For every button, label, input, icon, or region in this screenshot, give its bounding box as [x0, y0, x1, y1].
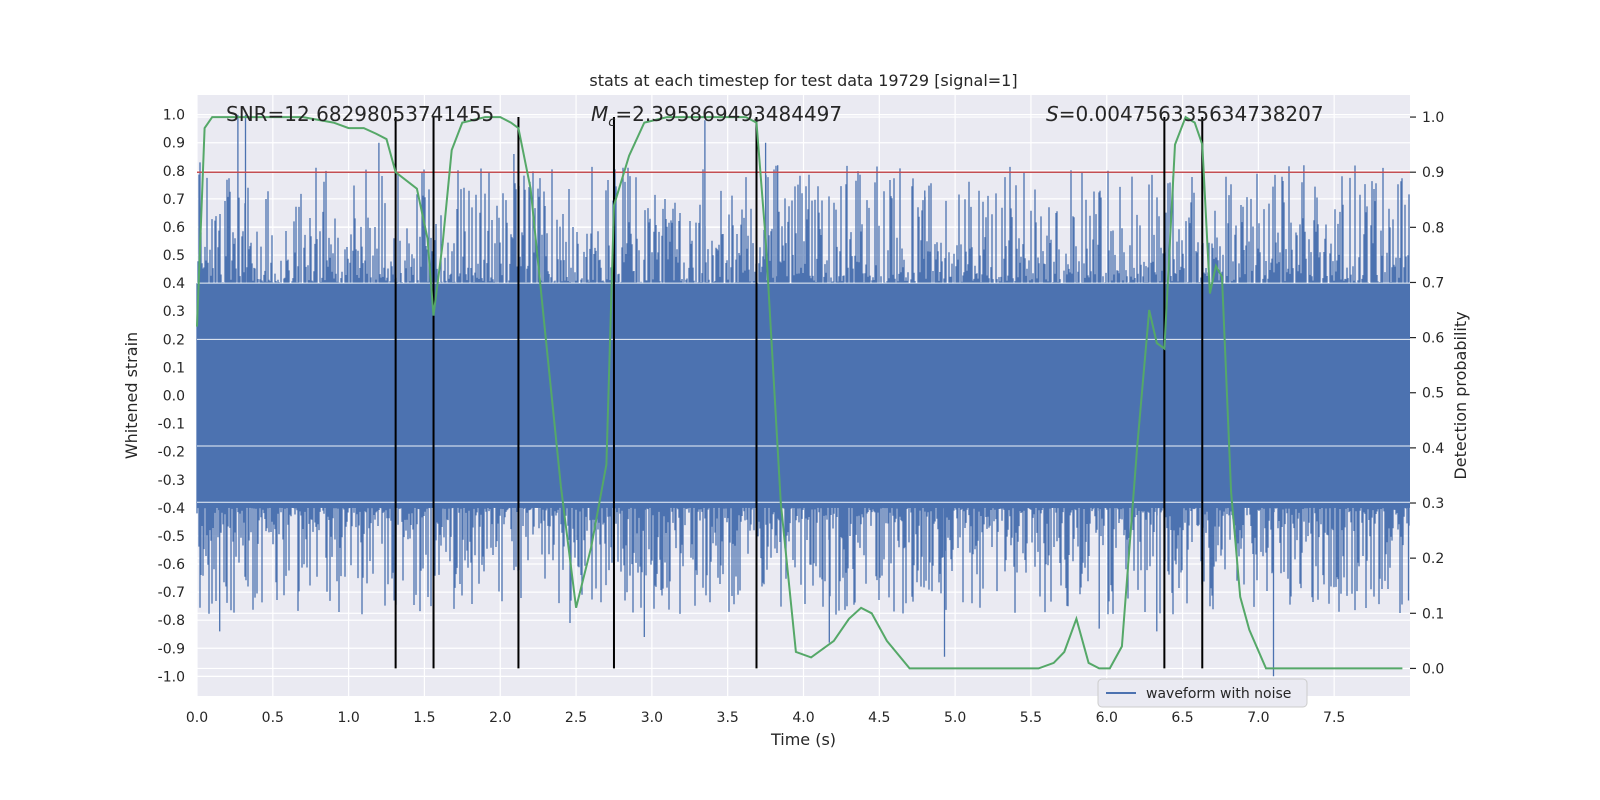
y-left-tick-label: 0.8 — [163, 164, 185, 180]
chirp-mass-value: =2.395869493484497 — [615, 102, 842, 126]
y-left-tick-label: 0.5 — [163, 248, 185, 264]
y-left-tick-label: -0.3 — [158, 473, 185, 489]
probability-line — [196, 115, 1403, 670]
x-tick-label: 2.5 — [565, 710, 587, 726]
y-left-tick-label: 0.9 — [163, 136, 185, 152]
legend: waveform with noise — [1097, 678, 1308, 708]
y-right-tick-label: 0.9 — [1422, 165, 1444, 181]
chart-title: stats at each timestep for test data 197… — [589, 71, 1017, 90]
x-tick-label: 6.5 — [1171, 710, 1193, 726]
x-tick-label: 0.0 — [186, 710, 208, 726]
y-left-tick-label: -0.5 — [158, 529, 185, 545]
x-tick-label: 3.0 — [641, 710, 663, 726]
y-right-tick-label: 0.5 — [1422, 386, 1444, 402]
y-right-tick-label: 0.2 — [1422, 551, 1444, 567]
y-left-tick-label: -0.2 — [158, 445, 185, 461]
y-left-tick-label: 0.4 — [163, 276, 185, 292]
x-tick-label: 7.5 — [1323, 710, 1345, 726]
x-tick-label: 4.0 — [792, 710, 814, 726]
y-right-tick-label: 0.7 — [1422, 275, 1444, 291]
x-axis-label: Time (s) — [770, 730, 836, 749]
chirp-mass-subscript: c — [608, 115, 615, 130]
y-right-tick-label: 1.0 — [1422, 110, 1444, 126]
x-tick-label: 3.5 — [717, 710, 739, 726]
chirp-mass-symbol: M — [591, 102, 608, 126]
y-left-tick-label: -0.4 — [158, 501, 185, 517]
legend-label: waveform with noise — [1146, 686, 1291, 702]
y-left-tick-label: -0.1 — [158, 417, 185, 433]
x-tick-label: 5.0 — [944, 710, 966, 726]
x-tick-label: 1.5 — [413, 710, 435, 726]
x-tick-label: 0.5 — [262, 710, 284, 726]
y-left-tick-label: 0.6 — [163, 220, 185, 236]
y-left-axis-ticks: 1.0 0.9 0.8 0.7 0.6 0.5 0.4 0.3 0.2 0.1 0.0 -0.1 -0.… — [158, 108, 185, 686]
waveform-spikes — [196, 114, 1410, 677]
y-left-tick-label: 1.0 — [163, 108, 185, 124]
y-left-tick-label: 0.0 — [163, 389, 185, 405]
x-tick-label: 5.5 — [1020, 710, 1042, 726]
x-tick-label: 2.0 — [489, 710, 511, 726]
y-left-tick-label: -0.8 — [158, 613, 185, 629]
y-left-tick-label: -0.9 — [158, 641, 185, 657]
y-right-tick-label: 0.8 — [1422, 220, 1444, 236]
y-left-tick-label: -0.7 — [158, 585, 185, 601]
s-symbol: S — [1046, 102, 1059, 126]
x-tick-label: 4.5 — [868, 710, 890, 726]
y-left-tick-label: 0.2 — [163, 332, 185, 348]
y-left-axis-label: Whitened strain — [122, 332, 141, 459]
y-right-tick-label: 0.1 — [1422, 606, 1444, 622]
legend-box — [1097, 678, 1308, 708]
event-lines — [394, 117, 1204, 669]
s-value: =0.004756335634738207 — [1059, 102, 1324, 126]
y-left-tick-label: -0.6 — [158, 557, 185, 573]
y-left-tick-label: 0.3 — [163, 304, 185, 320]
y-right-tick-label: 0.4 — [1422, 441, 1444, 457]
waveform-series — [196, 114, 1410, 677]
y-right-tick-label: 0.3 — [1422, 496, 1444, 512]
s-annotation: S=0.004756335634738207 — [1046, 102, 1324, 126]
x-tick-label: 1.0 — [337, 710, 359, 726]
y-left-tick-label: 0.1 — [163, 360, 185, 376]
x-axis-ticks: 0.0 0.5 1.0 1.5 2.0 2.5 3.0 3.5 4.0 4.5 5.0 5.5 6.0 6… — [186, 710, 1345, 726]
y-left-tick-label: 0.7 — [163, 192, 185, 208]
y-right-axis-label: Detection probability — [1451, 311, 1470, 479]
y-right-axis-ticks: 1.0 0.9 0.8 0.7 0.6 0.5 0.4 0.3 0.2 0.1 0.0 — [1410, 110, 1444, 677]
y-right-tick-label: 0.0 — [1422, 661, 1444, 677]
x-tick-label: 6.0 — [1096, 710, 1118, 726]
y-right-tick-label: 0.6 — [1422, 331, 1444, 347]
chirp-mass-annotation: Mc=2.395869493484497 — [591, 102, 842, 130]
x-tick-label: 7.0 — [1247, 710, 1269, 726]
snr-annotation: SNR=12.68298053741455 — [226, 102, 494, 126]
y-left-tick-label: -1.0 — [158, 669, 185, 685]
